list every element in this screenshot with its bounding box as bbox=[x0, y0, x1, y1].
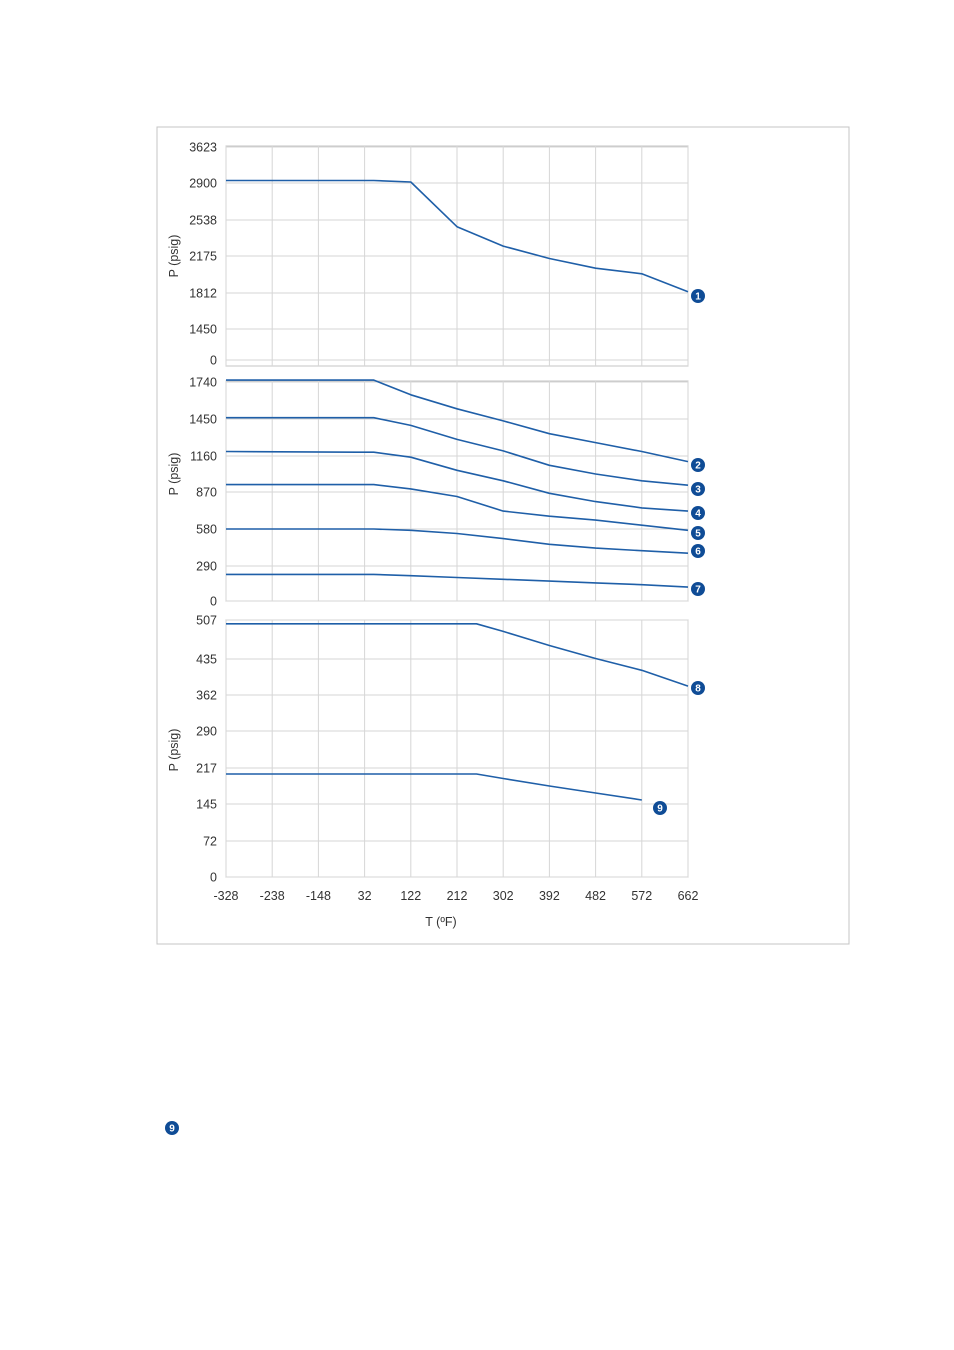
y-tick-label: 870 bbox=[196, 486, 217, 500]
series-line-6 bbox=[226, 528, 689, 554]
series-marker-6: 6 bbox=[691, 544, 705, 558]
panel-1-series bbox=[226, 179, 689, 293]
series-marker-4: 4 bbox=[691, 506, 705, 520]
x-tick-label: -328 bbox=[213, 889, 238, 903]
x-tick-label: 572 bbox=[631, 889, 652, 903]
panel-1-y-ticks: 0 1450 1812 2175 2538 2900 3623 bbox=[189, 141, 217, 368]
x-tick-label: 302 bbox=[493, 889, 514, 903]
x-tick-label: 482 bbox=[585, 889, 606, 903]
x-tick-label: -238 bbox=[260, 889, 285, 903]
x-tick-label: 32 bbox=[358, 889, 372, 903]
legend-marker-9: 9 bbox=[165, 1121, 179, 1135]
x-axis-label: T (ºF) bbox=[425, 915, 456, 929]
series-marker-label: 3 bbox=[695, 485, 701, 496]
panel-2-markers: 2 3 4 5 6 7 bbox=[691, 458, 705, 596]
series-line-4 bbox=[225, 450, 689, 512]
y-tick-label: 145 bbox=[196, 798, 217, 812]
series-marker-label: 2 bbox=[695, 461, 701, 472]
panel-3-series bbox=[226, 622, 689, 801]
x-tick-label: 662 bbox=[678, 889, 699, 903]
series-marker-circle bbox=[691, 506, 705, 520]
series-marker-label: 7 bbox=[695, 585, 701, 596]
series-line-3 bbox=[226, 416, 689, 486]
y-tick-label: 3623 bbox=[189, 141, 217, 155]
chart-panel-2: 0 290 580 870 1160 1450 1740 2 3 4 5 6 7 bbox=[189, 376, 705, 609]
panel-3-grid bbox=[225, 619, 689, 878]
series-marker-circle bbox=[691, 289, 705, 303]
y-tick-label: 1740 bbox=[189, 376, 217, 390]
series-marker-circle bbox=[691, 582, 705, 596]
series-marker-5: 5 bbox=[691, 526, 705, 540]
x-tick-label: 122 bbox=[400, 889, 421, 903]
series-marker-circle bbox=[653, 801, 667, 815]
x-tick-label: 392 bbox=[539, 889, 560, 903]
panel-2-grid bbox=[225, 380, 689, 602]
series-marker-7: 7 bbox=[691, 582, 705, 596]
y-tick-label: 2538 bbox=[189, 214, 217, 228]
series-line-5 bbox=[226, 483, 689, 532]
panel-1-markers: 1 bbox=[691, 289, 705, 303]
y-axis-label-panel-1: P (psig) bbox=[167, 235, 181, 278]
y-tick-label: 2900 bbox=[189, 177, 217, 191]
panel-2-y-ticks: 0 290 580 870 1160 1450 1740 bbox=[189, 376, 217, 609]
panel-1-grid bbox=[225, 145, 689, 367]
series-line-8 bbox=[226, 622, 689, 687]
y-tick-label: 1450 bbox=[189, 323, 217, 337]
chart-panel-1: 0 1450 1812 2175 2538 2900 3623 1 bbox=[189, 141, 705, 368]
panel-3-markers: 89 bbox=[653, 681, 705, 815]
series-marker-circle bbox=[691, 458, 705, 472]
y-tick-label: 217 bbox=[196, 762, 217, 776]
legend-marker-label: 9 bbox=[169, 1124, 175, 1135]
series-marker-label: 1 bbox=[695, 292, 701, 303]
y-tick-label: 1450 bbox=[189, 413, 217, 427]
y-tick-label: 362 bbox=[196, 689, 217, 703]
series-marker-circle bbox=[691, 482, 705, 496]
series-marker-9: 9 bbox=[653, 801, 667, 815]
y-tick-label: 580 bbox=[196, 523, 217, 537]
panel-3-y-ticks: 0 72 145 217 290 362 435 507 bbox=[196, 614, 217, 885]
y-tick-label: 0 bbox=[210, 871, 217, 885]
series-marker-3: 3 bbox=[691, 482, 705, 496]
y-tick-label: 507 bbox=[196, 614, 217, 628]
x-axis-ticks: -328 -238 -148 32 122 212 302 392 482 572 662 bbox=[213, 889, 698, 903]
series-line-1 bbox=[226, 179, 689, 293]
series-marker-circle bbox=[691, 526, 705, 540]
x-tick-label: -148 bbox=[306, 889, 331, 903]
series-marker-label: 4 bbox=[695, 509, 701, 520]
series-line-2 bbox=[226, 379, 689, 463]
y-tick-label: 290 bbox=[196, 560, 217, 574]
y-tick-label: 0 bbox=[210, 595, 217, 609]
y-tick-label: 1812 bbox=[189, 287, 217, 301]
series-line-9 bbox=[226, 773, 642, 801]
y-axis-label-panel-2: P (psig) bbox=[167, 453, 181, 496]
y-tick-label: 435 bbox=[196, 653, 217, 667]
series-marker-1: 1 bbox=[691, 289, 705, 303]
series-marker-label: 9 bbox=[657, 804, 663, 815]
y-tick-label: 290 bbox=[196, 725, 217, 739]
y-tick-label: 72 bbox=[203, 835, 217, 849]
series-marker-8: 8 bbox=[691, 681, 705, 695]
y-tick-label: 2175 bbox=[189, 250, 217, 264]
series-marker-circle bbox=[691, 544, 705, 558]
y-tick-label: 0 bbox=[210, 354, 217, 368]
x-tick-label: 212 bbox=[447, 889, 468, 903]
series-marker-label: 8 bbox=[695, 684, 701, 695]
panel-2-series bbox=[225, 379, 689, 588]
series-marker-label: 5 bbox=[695, 529, 701, 540]
series-line-7 bbox=[226, 573, 689, 588]
y-axis-label-panel-3: P (psig) bbox=[167, 729, 181, 772]
series-marker-label: 6 bbox=[695, 547, 701, 558]
series-marker-2: 2 bbox=[691, 458, 705, 472]
series-marker-circle bbox=[691, 681, 705, 695]
y-tick-label: 1160 bbox=[190, 450, 217, 464]
legend-marker-circle bbox=[165, 1121, 179, 1135]
